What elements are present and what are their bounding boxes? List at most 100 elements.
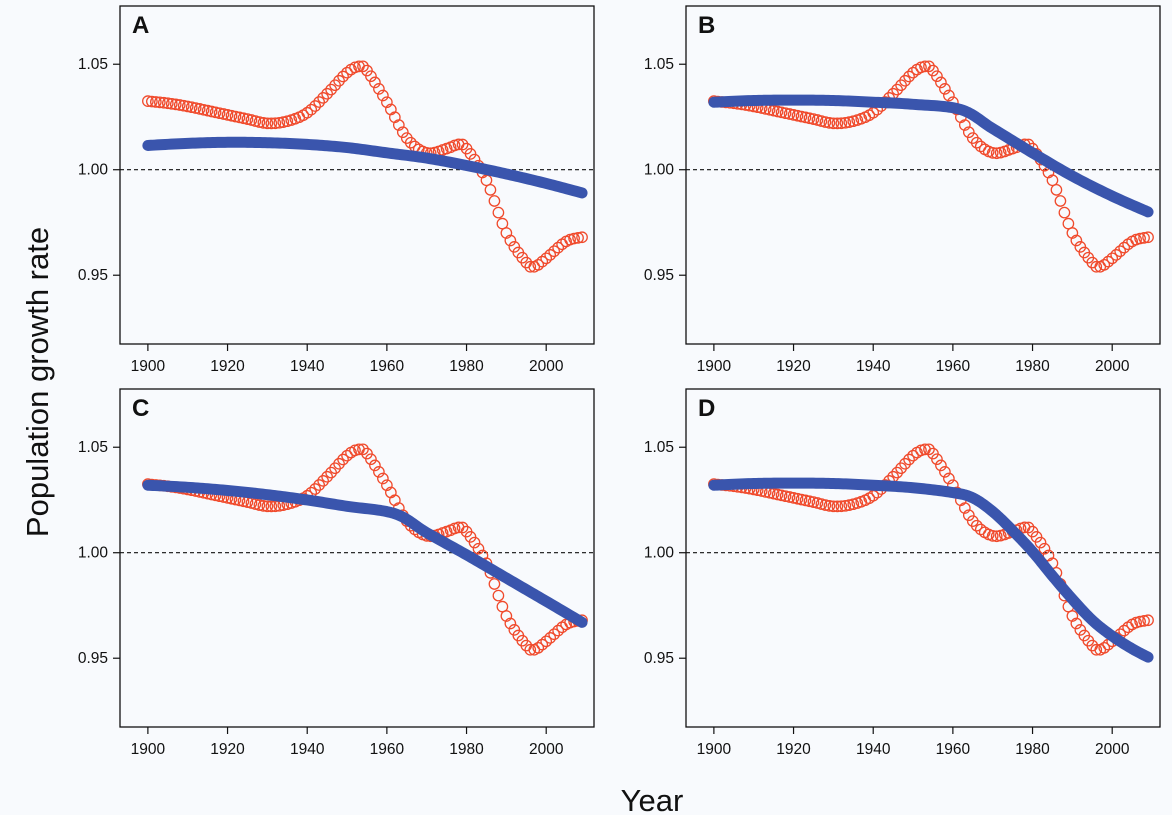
observed-point [146,95,158,108]
x-tick-label: 1980 [1015,741,1050,758]
panel-label: A [132,12,149,39]
observed-point [962,509,975,522]
y-tick-label: 1.00 [644,162,675,179]
observed-point [1134,615,1146,628]
observed-point [923,60,935,73]
observed-point [548,628,561,641]
x-tick-label: 1960 [370,358,405,375]
observed-point [803,112,816,125]
observed-point [803,495,816,508]
observed-point [197,103,210,116]
observed-point [986,529,999,542]
observed-point [169,98,182,111]
y-tick-label: 1.05 [78,439,108,456]
observed-point [329,79,341,92]
observed-point [357,60,369,73]
observed-point [217,108,230,120]
observed-point [1142,231,1154,244]
y-tick-label: 1.05 [644,439,674,456]
observed-point [373,83,385,95]
x-tick-label: 1900 [697,741,732,758]
observed-point [225,109,238,122]
observed-point [313,479,326,491]
observed-point [341,449,353,462]
observed-point [903,70,915,83]
observed-point [943,472,955,485]
observed-point [1034,536,1047,549]
observed-point [779,490,792,503]
observed-point [1090,260,1103,273]
observed-point [381,479,393,492]
observed-point [177,99,190,112]
observed-point [943,89,955,102]
observed-point [369,76,381,89]
observed-point [149,96,162,108]
y-tick-label: 1.05 [644,56,674,73]
observed-point [532,258,545,271]
observed-point [161,97,174,110]
observed-point [325,466,337,479]
x-tick-label: 1980 [449,741,484,758]
observed-series [142,443,588,656]
observed-point [544,632,557,644]
observed-point [369,459,381,472]
observed-point [939,466,951,478]
observed-point [377,89,389,102]
observed-point [923,443,935,456]
observed-point [990,147,1003,160]
fitted-line [708,477,1154,663]
observed-point [795,493,808,506]
observed-point [775,106,788,119]
panel-d: 1900 1920 1940 1960 1980 2000 0.95 1.00 1.05 D [644,388,1161,758]
observed-point [404,136,417,149]
y-tick-label: 0.95 [644,267,674,284]
x-tick-label: 1900 [131,358,166,375]
observed-point [261,500,274,513]
observed-point [787,109,800,121]
observed-point [257,117,270,129]
observed-point [265,500,278,513]
observed-point [365,453,377,466]
observed-point [986,146,999,159]
observed-point [377,472,389,485]
observed-point [233,111,246,124]
plot-frame [119,5,595,345]
observed-point [787,492,800,504]
observed-point [341,66,353,79]
observed-point [823,117,836,129]
observed-point [396,126,409,139]
observed-point [1102,255,1115,268]
y-tick-label: 0.95 [78,267,108,284]
fitted-line [708,94,1154,218]
observed-point [253,499,266,511]
observed-point [1090,643,1103,656]
x-tick-label: 1920 [776,741,811,758]
observed-point [237,112,250,125]
x-tick-label: 1960 [936,741,971,758]
observed-point [552,241,565,254]
observed-point [831,500,844,513]
observed-point [1098,258,1111,271]
y-tick-label: 0.95 [644,650,674,667]
observed-point [373,466,385,478]
observed-point [313,96,326,108]
fitted-line [142,136,588,199]
observed-point [524,260,537,273]
observed-point [305,103,318,116]
observed-point [253,116,266,128]
observed-point [468,536,481,549]
x-tick-label: 1900 [697,358,732,375]
observed-point [835,500,848,513]
x-tick-label: 1960 [370,741,405,758]
observed-point [333,74,345,87]
observed-point [548,245,561,258]
observed-point [819,116,832,128]
observed-point [488,578,501,590]
observed-point [1106,252,1119,265]
observed-point [181,100,194,113]
observed-point [1046,174,1059,187]
fitted-line [142,479,588,628]
observed-point [903,453,915,466]
observed-point [1114,245,1127,258]
panel-label: B [698,12,715,39]
